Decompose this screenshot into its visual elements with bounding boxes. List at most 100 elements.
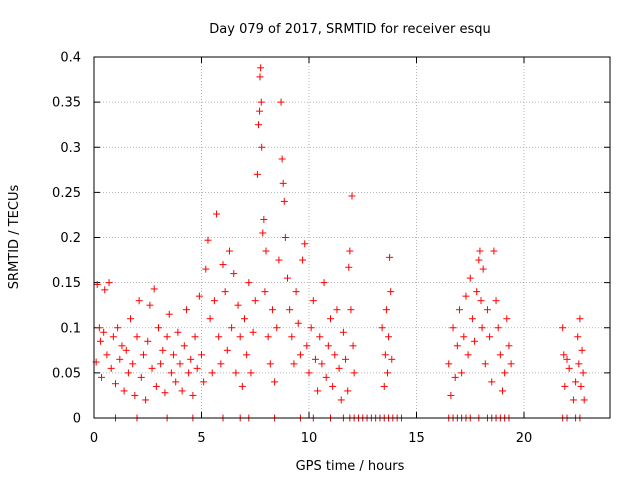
data-point (499, 387, 506, 395)
data-point (131, 391, 139, 399)
data-point (303, 342, 311, 350)
data-point (387, 288, 395, 296)
data-point (174, 328, 182, 336)
data-point (281, 234, 289, 241)
data-point (120, 387, 128, 395)
data-point (228, 324, 236, 332)
chart-title: Day 079 of 2017, SRMTID for receiver esq… (209, 22, 490, 37)
data-point (155, 324, 162, 332)
data-point (266, 360, 274, 368)
data-point (458, 369, 466, 377)
y-tick-label: 0.15 (52, 276, 81, 291)
data-point (259, 229, 267, 237)
data-point (247, 369, 255, 377)
data-point (215, 333, 223, 341)
data-point (460, 333, 468, 341)
data-point (290, 360, 298, 368)
data-point (292, 288, 300, 296)
data-point (241, 315, 248, 323)
data-point (569, 396, 577, 404)
data-point (139, 351, 147, 359)
data-point (576, 315, 584, 323)
data-point (127, 315, 135, 323)
data-point (135, 297, 143, 305)
data-point (503, 315, 511, 323)
data-point (284, 274, 291, 282)
data-point (574, 333, 582, 341)
data-point (191, 333, 199, 341)
data-point (232, 369, 240, 377)
data-point (129, 360, 137, 368)
data-point (311, 355, 319, 363)
data-point (253, 170, 261, 178)
data-point (195, 292, 203, 300)
tick-layer: 0 0.05 0.1 0.15 0.2 0.25 0.3 0.35 0.4 0 5 10 15 20 (52, 51, 610, 446)
data-point (505, 342, 513, 350)
data-point (294, 319, 302, 327)
data-point (507, 360, 515, 368)
data-point (386, 253, 394, 261)
data-point (208, 369, 216, 377)
y-axis-label: SRMTID / TECUs (7, 185, 22, 290)
data-point (335, 364, 343, 372)
data-point (488, 378, 496, 386)
data-point (475, 256, 483, 264)
data-point (234, 301, 242, 309)
data-point (565, 364, 573, 372)
y-tick-label: 0.25 (52, 186, 81, 201)
data-point (100, 328, 108, 336)
data-point (95, 324, 103, 332)
data-point (451, 373, 459, 381)
data-point (107, 364, 115, 372)
grid-layer (94, 57, 610, 418)
data-point (221, 288, 229, 296)
y-tick-label: 0 (73, 412, 81, 427)
y-tick-label: 0.35 (52, 96, 81, 111)
data-point (305, 369, 313, 377)
data-point (483, 306, 491, 314)
data-point (339, 328, 347, 336)
data-point (346, 247, 354, 255)
data-point (286, 306, 294, 314)
data-point (161, 389, 169, 397)
data-point (380, 382, 388, 390)
data-point (453, 342, 461, 350)
data-point (170, 351, 178, 359)
data-point (322, 373, 330, 381)
data-point (157, 360, 165, 368)
data-point (185, 369, 193, 377)
data-point (350, 369, 358, 377)
data-point (172, 378, 180, 386)
data-point (268, 306, 276, 314)
data-point (449, 324, 457, 332)
data-point (271, 378, 279, 386)
data-point (561, 382, 569, 390)
data-point (462, 292, 470, 300)
data-point (277, 98, 285, 106)
data-point (98, 373, 106, 381)
data-point (288, 333, 296, 341)
data-point (580, 396, 588, 404)
data-point (347, 306, 355, 314)
data-point (112, 380, 119, 388)
data-point (337, 396, 345, 404)
data-point (496, 351, 504, 359)
data-point (249, 328, 257, 336)
data-point (327, 315, 334, 323)
data-point (349, 342, 357, 350)
data-point (494, 324, 502, 332)
data-point (333, 306, 341, 314)
data-point (202, 265, 210, 273)
data-point (307, 324, 315, 332)
data-point (381, 351, 389, 359)
data-point (133, 333, 141, 341)
data-point (560, 351, 568, 359)
data-point (225, 247, 233, 255)
data-point (492, 297, 500, 305)
data-point (388, 355, 396, 363)
data-point (187, 355, 195, 363)
data-point (486, 333, 494, 341)
data-point (577, 382, 585, 390)
data-point (213, 210, 221, 218)
data-point (258, 143, 266, 151)
